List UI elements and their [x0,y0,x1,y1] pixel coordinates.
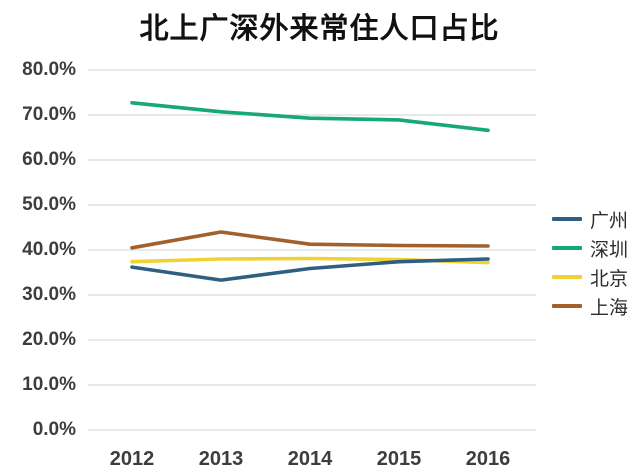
legend-label-beijing: 北京 [590,268,629,290]
legend-item-guangzhou: 广州 [552,207,629,232]
chart-title: 北上广深外来常住人口占比 [139,13,500,45]
legend-swatch-guangzhou [552,217,582,221]
x-tick-label: 2014 [287,448,333,470]
y-tick-label: 50.0% [22,194,76,215]
x-tick-label: 2015 [376,448,422,470]
y-tick-label: 60.0% [22,149,76,170]
x-tick-label: 2013 [198,448,244,470]
series-line-shenzhen [130,101,490,133]
legend-swatch-beijing [552,275,582,279]
legend-label-guangzhou: 广州 [590,210,629,232]
y-tick-label: 40.0% [22,239,76,260]
legend-label-shenzhen: 深圳 [590,239,629,261]
series-lines [130,101,490,282]
gridlines [88,69,536,431]
x-tick-label: 2012 [109,448,155,470]
legend-item-shenzhen: 深圳 [552,236,629,261]
y-tick-label: 70.0% [22,104,76,125]
y-tick-label: 80.0% [22,59,76,80]
y-tick-label: 30.0% [22,284,76,305]
y-tick-label: 10.0% [22,374,76,395]
legend-item-shanghai: 上海 [552,294,629,319]
y-tick-label: 20.0% [22,329,76,350]
series-line-shanghai [130,230,490,250]
legend-swatch-shenzhen [552,246,582,250]
series-line-guangzhou [130,257,490,282]
legend-swatch-shanghai [552,304,582,308]
y-tick-label: 0.0% [32,419,76,440]
x-tick-label: 2016 [465,448,511,470]
legend-label-shanghai: 上海 [590,297,629,319]
legend-item-beijing: 北京 [552,265,629,290]
